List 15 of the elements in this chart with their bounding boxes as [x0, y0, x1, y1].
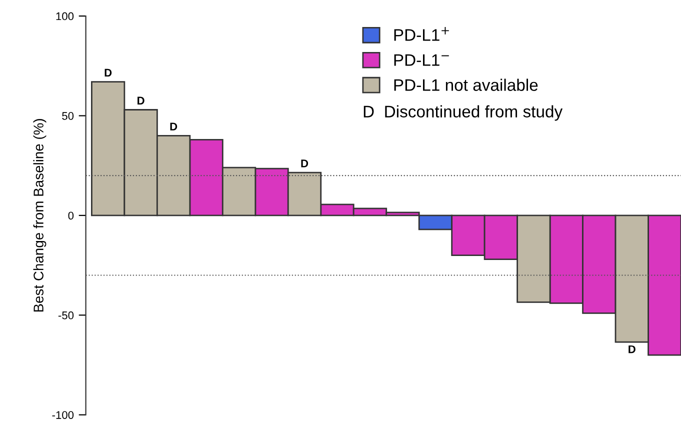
legend-label: PD-L1 not available — [394, 78, 538, 91]
y-tick-label: -100 — [52, 411, 74, 419]
data-label: D — [628, 345, 636, 354]
data-label: D — [170, 122, 178, 130]
legend-label: PD-L1$^{+}$ — [394, 27, 449, 41]
y-tick-label: -50 — [58, 311, 74, 320]
y-axis-title: Best Change from Baseline (%) — [33, 119, 46, 312]
y-tick-label: 50 — [62, 112, 74, 120]
data-label: D — [138, 96, 144, 104]
y-tick-label: 100 — [56, 12, 74, 20]
data-label: D — [301, 160, 308, 168]
y-tick-label: 0 — [68, 212, 74, 220]
data-label: D — [104, 68, 112, 77]
annotation: D Discontinued from study — [364, 105, 563, 121]
legend-label: PD-L1$^{−}$ — [394, 54, 449, 66]
